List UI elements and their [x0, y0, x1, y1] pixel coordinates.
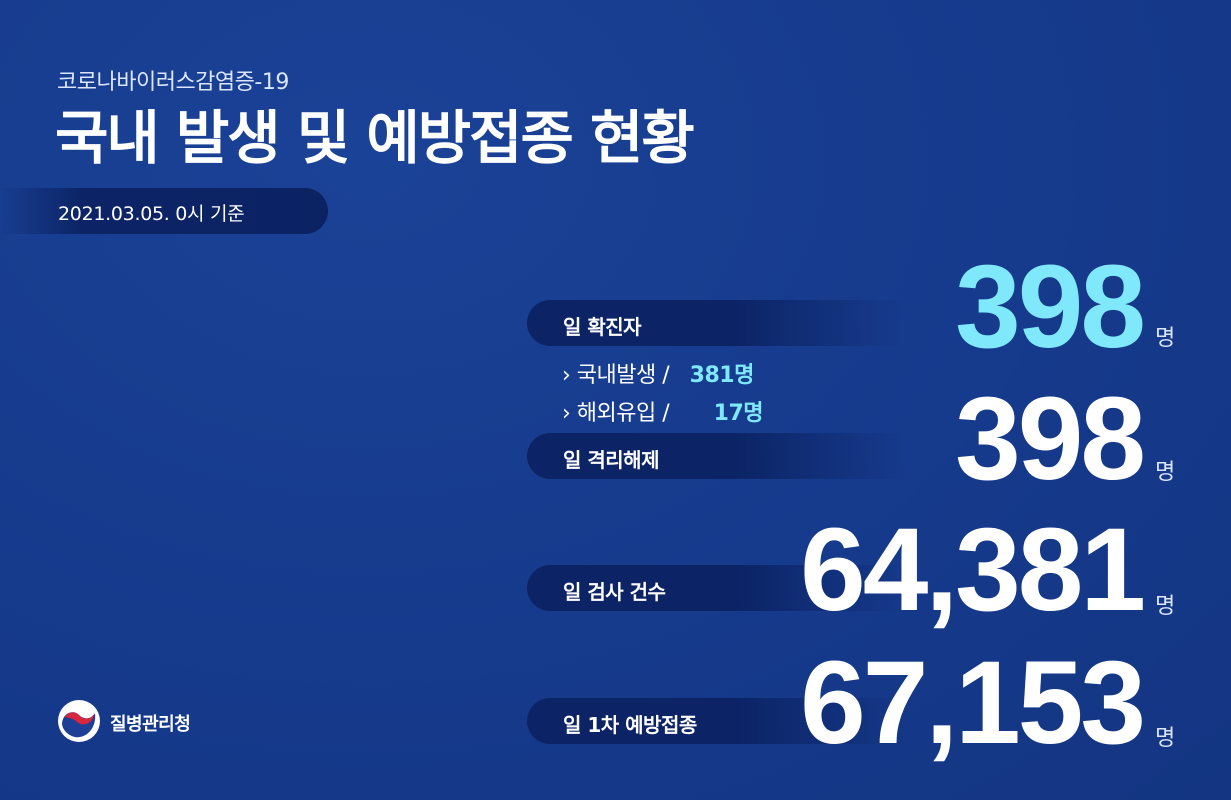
tests-value: 64,381 — [800, 504, 1146, 636]
vaccination-value: 67,153 — [800, 637, 1146, 769]
domestic-value: 381명 — [689, 363, 755, 388]
domestic-item: › 국내발생 / 381명 — [562, 357, 754, 389]
tests-unit: 명 — [1155, 594, 1176, 619]
taegeuk-icon — [58, 700, 100, 742]
tests-label: 일 검사 건수 — [563, 580, 666, 604]
confirmed-label: 일 확진자 — [563, 315, 642, 339]
overseas-item: › 해외유입 / 17명 — [562, 395, 764, 427]
vaccination-unit: 명 — [1155, 726, 1176, 751]
date-label: 2021.03.05. 0시 기준 — [58, 203, 245, 225]
date-pill — [0, 188, 328, 234]
overseas-label: › 해외유입 / — [562, 401, 670, 426]
released-label: 일 격리해제 — [563, 448, 659, 472]
released-unit: 명 — [1155, 460, 1176, 485]
page-title: 국내 발생 및 예방접종 현황 — [55, 104, 695, 172]
confirmed-value: 398 — [955, 241, 1146, 373]
released-pill — [527, 433, 907, 479]
org-name: 질병관리청 — [110, 714, 191, 735]
vaccination-label: 일 1차 예방접종 — [563, 713, 697, 737]
overseas-value: 17명 — [713, 401, 764, 426]
tests-pill — [527, 565, 907, 611]
confirmed-pill — [527, 300, 907, 346]
released-value: 398 — [955, 373, 1146, 505]
confirmed-unit: 명 — [1155, 326, 1176, 351]
subtitle: 코로나바이러스감염증-19 — [57, 70, 289, 95]
vaccination-pill — [527, 698, 907, 744]
domestic-label: › 국내발생 / — [562, 363, 670, 388]
